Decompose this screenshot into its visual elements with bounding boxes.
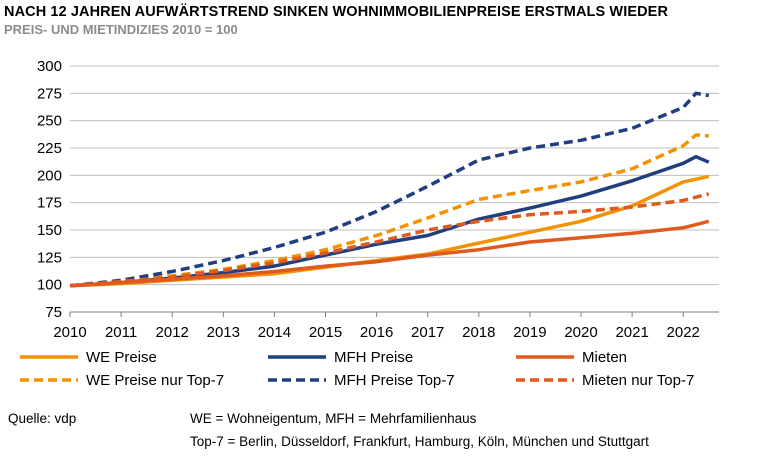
y-tick-label: 150	[37, 222, 62, 239]
x-tick-label: 2010	[53, 324, 86, 341]
legend-label: WE Preise nur Top-7	[86, 372, 224, 389]
series-line-mfh-preise	[69, 154, 710, 288]
abbreviation-note: WE = Wohneigentum, MFH = Mehrfamilienhau…	[190, 411, 477, 426]
legend-label: MFH Preise	[334, 349, 413, 366]
legend-label: MFH Preise Top-7	[334, 372, 455, 389]
series-line-mieten-nur-top-7	[69, 192, 710, 288]
legend-label: Mieten nur Top-7	[582, 372, 694, 389]
x-tick-label: 2021	[615, 324, 648, 341]
series-line-mieten	[69, 219, 710, 288]
x-tick-label: 2018	[462, 324, 495, 341]
chart-subtitle: PREIS- UND MIETINDIZIES 2010 = 100	[4, 22, 238, 37]
y-tick-label: 250	[37, 113, 62, 130]
x-tick-label: 2019	[513, 324, 546, 341]
y-tick-label: 300	[37, 58, 62, 75]
y-tick-label: 275	[37, 85, 62, 102]
y-tick-label: 225	[37, 140, 62, 157]
x-tick-label: 2016	[360, 324, 393, 341]
x-tick-label: 2022	[667, 324, 700, 341]
x-tick-label: 2012	[156, 324, 189, 341]
x-tick-label: 2020	[564, 324, 597, 341]
x-tick-label: 2013	[207, 324, 240, 341]
x-tick-label: 2017	[411, 324, 444, 341]
chart-title: NACH 12 JAHREN AUFWÄRTSTREND SINKEN WOHN…	[4, 4, 669, 20]
x-tick-label: 2015	[309, 324, 342, 341]
y-tick-label: 175	[37, 195, 62, 212]
y-tick-label: 100	[37, 277, 62, 294]
legend-label: Mieten	[582, 349, 627, 366]
legend-label: WE Preise	[86, 349, 157, 366]
x-tick-label: 2014	[258, 324, 291, 341]
y-tick-label: 125	[37, 249, 62, 266]
series-line-mfh-preise-top-7	[69, 91, 710, 288]
y-tick-label: 75	[45, 304, 62, 321]
x-tick-label: 2011	[105, 324, 137, 341]
y-tick-label: 200	[37, 167, 62, 184]
source-note: Quelle: vdp	[8, 411, 77, 426]
top7-definition-note: Top-7 = Berlin, Düsseldorf, Frankfurt, H…	[190, 434, 649, 449]
